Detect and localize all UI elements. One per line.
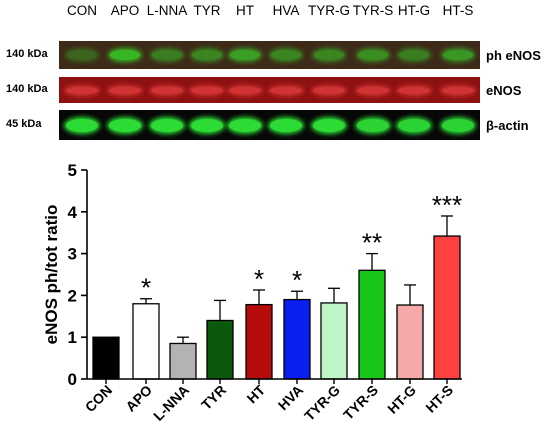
y-tick-label: 2 — [68, 286, 77, 305]
significance-marker: * — [141, 273, 151, 303]
x-tick-label: HT-G — [384, 382, 419, 417]
lane-label-hva: HVA — [272, 3, 300, 18]
blot-band — [442, 86, 474, 94]
blot-band — [357, 118, 389, 132]
blot-band — [191, 118, 223, 132]
bar-tyr-g — [320, 302, 348, 380]
lane-label-tyr-g: TYR-G — [308, 3, 350, 18]
blot-band — [66, 118, 98, 132]
x-tick-label: CON — [82, 382, 115, 415]
blot-band — [230, 50, 260, 60]
y-tick-label: 4 — [68, 203, 78, 222]
blot-band — [270, 86, 302, 94]
bar-tyr — [206, 319, 234, 380]
y-tick-label: 5 — [68, 161, 77, 180]
lane-label-l-nna: L-NNA — [146, 3, 188, 18]
lane-label-tyr: TYR — [193, 3, 221, 18]
blot-band — [192, 50, 222, 60]
blot-band — [151, 118, 183, 132]
blot-kda-enos: 140 kDa — [6, 83, 48, 95]
blot-band — [67, 50, 97, 60]
western-blot-enos — [59, 77, 480, 103]
blot-band — [109, 118, 141, 132]
lane-label-con: CON — [67, 3, 97, 18]
blot-band — [443, 50, 473, 60]
blot-band — [442, 118, 474, 132]
blot-band — [270, 118, 302, 132]
western-blot-beta-actin — [59, 110, 480, 140]
blot-band — [191, 86, 223, 94]
x-tick-label: HT-S — [422, 382, 456, 416]
blot-band — [229, 118, 261, 132]
lane-label-ht: HT — [236, 3, 254, 18]
blot-band — [398, 118, 430, 132]
lane-label-tyr-s: TYR-S — [352, 3, 394, 18]
blot-kda-ph-enos: 140 kDa — [6, 48, 48, 60]
x-tick-label: TYR-S — [340, 382, 381, 423]
bar-ht-s — [433, 235, 461, 380]
blot-band — [399, 50, 429, 60]
blot-name-beta-actin: β-actin — [486, 118, 529, 133]
blot-band — [357, 86, 389, 94]
blot-band — [152, 50, 182, 60]
bar-ht — [245, 303, 273, 380]
significance-marker: * — [292, 265, 302, 295]
blot-band — [66, 86, 98, 94]
blot-band — [271, 50, 301, 60]
significance-marker: *** — [432, 190, 462, 220]
blot-name-ph-enos: ph eNOS — [486, 48, 541, 63]
western-blot-ph-enos — [59, 41, 480, 69]
blot-band — [151, 86, 183, 94]
y-tick-label: 0 — [68, 370, 77, 389]
lane-label-ht-g: HT-G — [397, 3, 431, 18]
blot-band — [314, 50, 344, 60]
bar-con — [92, 336, 120, 380]
blot-band — [110, 50, 140, 60]
x-tick-label: L-NNA — [150, 382, 192, 424]
x-tick-label: TYR — [198, 382, 229, 413]
blot-kda-beta-actin: 45 kDa — [6, 118, 42, 130]
blot-name-enos: eNOS — [486, 83, 522, 98]
significance-marker: * — [254, 264, 264, 294]
y-tick-label: 3 — [68, 245, 77, 264]
bar-l-nna — [169, 342, 197, 380]
blot-band — [358, 50, 388, 60]
lane-label-apo: APO — [110, 3, 140, 18]
y-axis-label: eNOS ph/tot ratio — [42, 205, 61, 345]
blot-band — [313, 118, 345, 132]
y-tick-label: 1 — [68, 328, 77, 347]
blot-band — [313, 86, 345, 94]
bar-ht-g — [396, 304, 424, 380]
blot-band — [229, 86, 261, 94]
bar-apo — [132, 303, 160, 380]
blot-band — [398, 86, 430, 94]
bar-tyr-s — [358, 269, 386, 380]
x-tick-label: HT — [244, 381, 269, 406]
x-tick-label: HVA — [275, 382, 306, 413]
significance-marker: ** — [362, 228, 382, 258]
blot-band — [109, 86, 141, 94]
x-tick-label: APO — [122, 382, 155, 415]
lane-label-ht-s: HT-S — [442, 3, 474, 18]
x-tick-label: TYR-G — [301, 382, 343, 424]
bar-hva — [283, 298, 311, 380]
